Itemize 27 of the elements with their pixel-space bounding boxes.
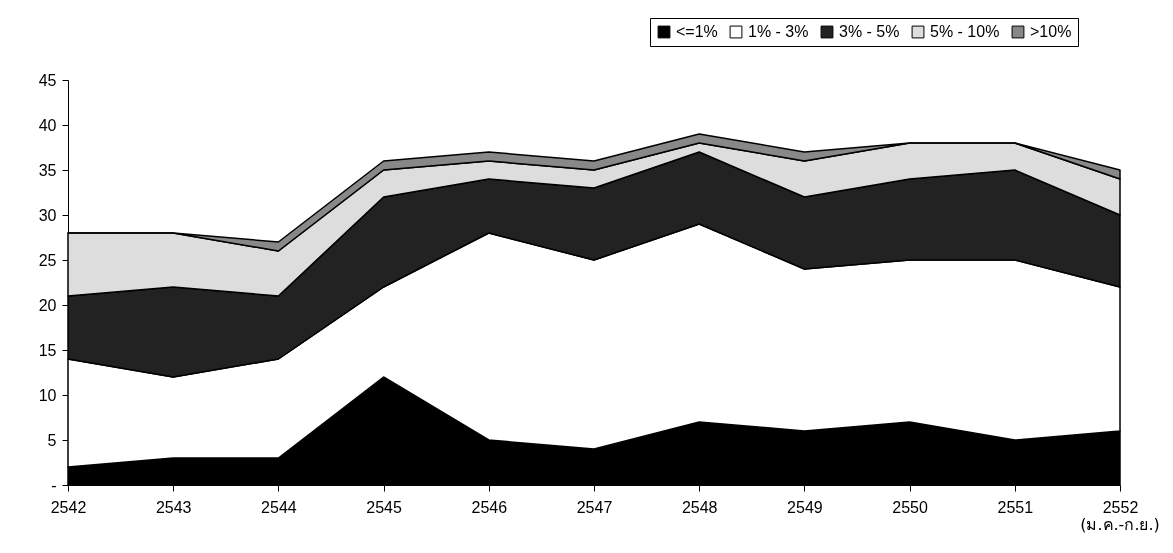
y-tick-label: 25: [38, 251, 57, 269]
x-tick-label: 2547: [576, 498, 613, 516]
x-tick-label: 2550: [892, 498, 928, 516]
legend-label: 3% - 5%: [839, 23, 900, 40]
y-tick-label: 30: [38, 206, 57, 224]
legend-label: 1% - 3%: [748, 23, 809, 40]
x-tick-label: 2545: [366, 498, 402, 516]
y-tick-label: 20: [38, 296, 57, 314]
x-tick-label: 2543: [155, 498, 192, 516]
y-tick-label: 10: [38, 386, 57, 404]
text: (ม.ค.-ก.ย.): [1080, 515, 1160, 534]
y-tick-label: -: [51, 476, 57, 494]
x-tick-label: 2552: [1102, 498, 1139, 516]
legend-label: 5% - 10%: [930, 23, 1000, 40]
y-tick-label: 5: [47, 431, 57, 449]
y-tick-label: 15: [38, 341, 57, 359]
legend-label: >10%: [1030, 23, 1072, 40]
y-tick-label: 40: [38, 116, 57, 134]
x-tick-label: 2551: [997, 498, 1034, 516]
x-tick-label: 2549: [787, 498, 823, 516]
y-tick-label: 45: [38, 71, 57, 89]
x-tick-label: 2546: [471, 498, 508, 516]
x-tick-label: 2548: [681, 498, 718, 516]
y-tick-label: 35: [38, 161, 57, 179]
x-tick-label: 2544: [261, 498, 297, 516]
legend-label: <=1%: [676, 23, 718, 40]
x-tick-label: 2542: [50, 498, 87, 516]
